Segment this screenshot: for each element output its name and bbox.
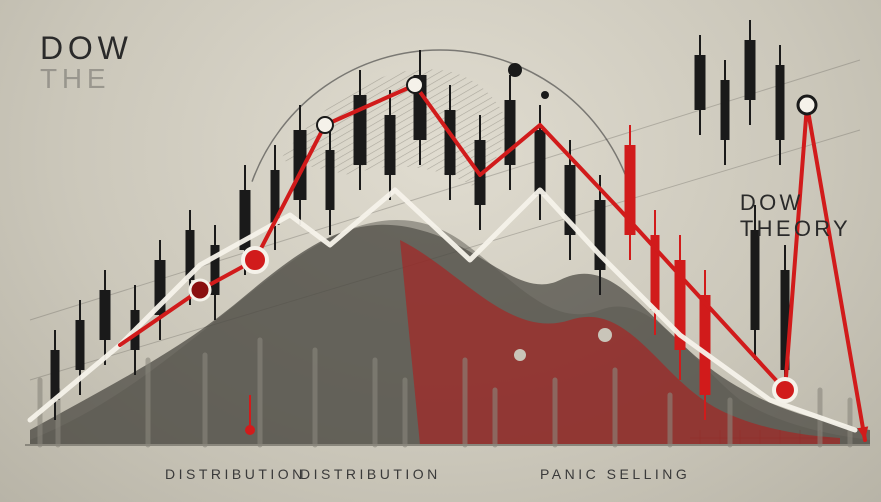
title-top: DOW THE xyxy=(40,30,133,95)
chart-canvas: DOW THE DOW THEORY DISTRIBUTIONDISTRIBUT… xyxy=(0,0,881,502)
bottom-label-0: DISTRIBUTION xyxy=(165,466,306,482)
bottom-label-2: PANIC SELLING xyxy=(540,466,690,482)
title-side-line2: THEORY xyxy=(740,216,851,241)
title-top-line2: THE xyxy=(40,63,133,95)
title-side: DOW THEORY xyxy=(740,190,851,243)
title-top-line1: DOW xyxy=(40,30,133,66)
bottom-label-1: DISTRIBUTION xyxy=(300,466,441,482)
title-side-line1: DOW xyxy=(740,190,804,215)
